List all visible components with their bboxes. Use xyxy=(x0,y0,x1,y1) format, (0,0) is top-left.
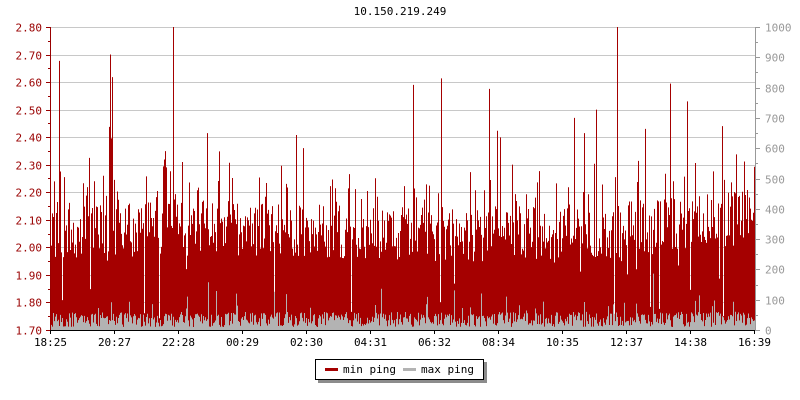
left-axis-tick-label: 1.80 xyxy=(16,297,43,310)
right-axis-tick-label: 700 xyxy=(765,113,785,126)
x-axis-tick-label: 18:25 xyxy=(34,336,67,349)
axes xyxy=(46,27,760,334)
x-axis-tick-label: 00:29 xyxy=(226,336,259,349)
legend-label-max-ping: max ping xyxy=(420,363,474,376)
left-axis-tick-label: 2.10 xyxy=(16,215,43,228)
left-axis-tick-label: 2.50 xyxy=(16,105,43,118)
x-axis-tick-label: 14:38 xyxy=(674,336,707,349)
left-axis-tick-label: 2.20 xyxy=(16,187,43,200)
left-axis-tick-labels: 2.80 2.70 2.60 2.50 2.40 2.30 2.20 2.10 2.00 1.90… xyxy=(16,22,43,338)
x-axis-tick-label: 12:37 xyxy=(610,336,643,349)
x-axis-tick-labels: 18:25 20:27 22:28 00:29 02:30 04:31 06:32 08:34… xyxy=(34,336,771,349)
left-axis-tick-label: 2.80 xyxy=(16,22,43,35)
x-axis-tick-label: 20:27 xyxy=(98,336,131,349)
legend-swatch-max-ping xyxy=(402,368,416,371)
left-axis-tick-label: 2.70 xyxy=(16,50,43,63)
right-axis-tick-label: 1000 xyxy=(765,22,792,35)
right-axis-tick-label: 900 xyxy=(765,52,785,65)
left-axis-tick-label: 2.40 xyxy=(16,132,43,145)
legend-item-min-ping: min ping xyxy=(325,363,396,376)
left-axis-tick-label: 1.90 xyxy=(16,270,43,283)
left-axis-tick-label: 2.30 xyxy=(16,160,43,173)
right-axis-tick-label: 500 xyxy=(765,174,785,187)
x-axis-tick-label: 06:32 xyxy=(418,336,451,349)
left-axis-tick-label: 2.60 xyxy=(16,77,43,90)
x-axis-tick-label: 02:30 xyxy=(290,336,323,349)
left-axis-tick-label: 1.70 xyxy=(16,325,43,338)
legend-item-max-ping: max ping xyxy=(402,363,474,376)
x-axis-tick-label: 04:31 xyxy=(354,336,387,349)
legend-swatch-min-ping xyxy=(325,368,338,371)
left-axis-tick-label: 2.00 xyxy=(16,242,43,255)
x-axis-tick-label: 16:39 xyxy=(738,336,771,349)
right-axis-tick-label: 100 xyxy=(765,295,785,308)
right-axis-tick-label: 200 xyxy=(765,264,785,277)
legend-label-min-ping: min ping xyxy=(343,363,396,376)
right-axis-tick-label: 0 xyxy=(765,325,772,338)
x-axis-tick-label: 10:35 xyxy=(546,336,579,349)
right-axis-tick-label: 300 xyxy=(765,234,785,247)
right-axis-tick-label: 400 xyxy=(765,204,785,217)
series-min-ping xyxy=(50,27,755,330)
chart-legend: min ping max ping xyxy=(315,359,484,380)
right-axis-tick-label: 800 xyxy=(765,83,785,96)
x-axis-tick-label: 22:28 xyxy=(162,336,195,349)
page-title: 10.150.219.249 xyxy=(353,5,447,18)
right-axis-tick-label: 600 xyxy=(765,143,785,156)
x-axis-tick-label: 08:34 xyxy=(482,336,515,349)
